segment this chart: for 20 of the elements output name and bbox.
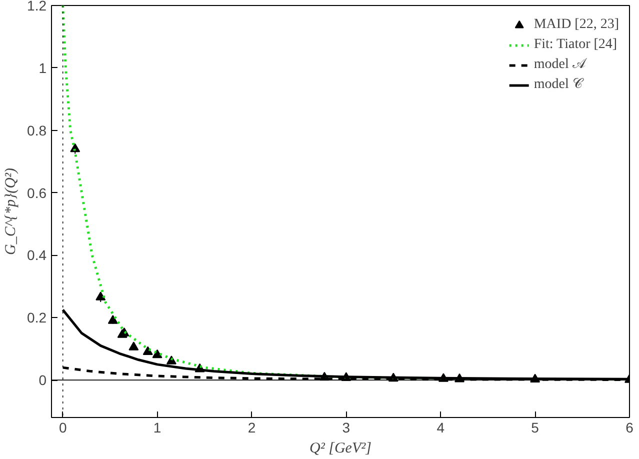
y-tick-label: 1 (38, 60, 47, 76)
y-tick-label: 0.4 (27, 247, 47, 264)
legend-label: model 𝒞 (534, 77, 582, 93)
y-tick-label: 0.8 (27, 122, 47, 138)
x-tick-label: 4 (436, 420, 445, 436)
y-tick-label: 0.2 (27, 310, 47, 326)
x-tick-label: 6 (626, 420, 634, 436)
x-axis-title: Q² [GeV²] (310, 440, 372, 456)
legend-label: model 𝒜 (534, 57, 586, 73)
x-tick-label: 3 (342, 420, 350, 436)
y-tick-label: 0.6 (27, 184, 47, 201)
x-tick-label: 5 (531, 420, 540, 436)
y-axis-title: G_C^{*p}(Q²) (3, 168, 20, 255)
legend-label: MAID [22, 23] (534, 17, 619, 33)
x-tick-label: 0 (58, 420, 67, 436)
x-tick-label: 2 (248, 420, 256, 436)
x-tick-label: 1 (153, 420, 162, 436)
legend-label: Fit: Tiator [24] (534, 37, 618, 53)
y-tick-label: 1.2 (27, 0, 47, 14)
y-tick-label: 0 (38, 372, 47, 388)
